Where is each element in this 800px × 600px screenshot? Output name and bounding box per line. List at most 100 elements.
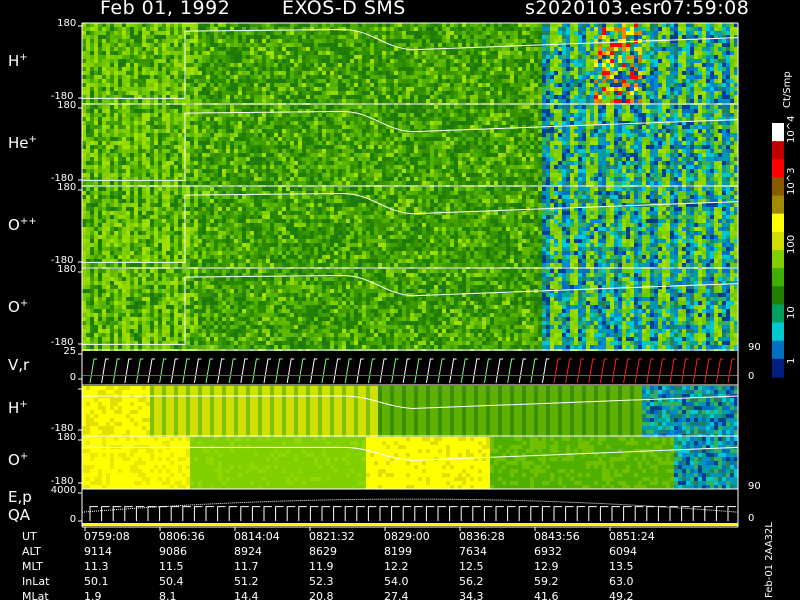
panel-label-base: O	[8, 451, 20, 469]
time-axis-value: 9114	[84, 545, 112, 558]
panel-label-sup: ++	[19, 215, 37, 227]
panel-h-trace	[82, 28, 739, 99]
time-axis-row-ut: UT 0759:08 0806:36 0814:04 0821:32 0829:00 083…	[0, 530, 760, 544]
panel-label-secondary: QA	[8, 506, 31, 524]
time-axis-value: 6094	[609, 545, 637, 558]
panel-label-base: O	[8, 215, 20, 234]
y-tick-top: 180	[57, 264, 77, 275]
y-tick-right: 0	[748, 513, 755, 524]
colorbar-swatch	[772, 141, 784, 160]
time-axis-value: 56.2	[459, 575, 484, 588]
time-axis-row-name: MLT	[22, 560, 43, 573]
colorbar-swatch	[772, 213, 784, 233]
panel-he-image	[82, 105, 739, 189]
panel-h2-trace	[82, 395, 739, 410]
colorbar-tick-label: 100	[786, 234, 797, 254]
time-axis-value: 0836:28	[459, 530, 505, 543]
time-axis-value: 41.6	[534, 590, 559, 600]
panel-label-base: He	[8, 133, 29, 152]
colorbar-tick-label: 10^3	[786, 167, 797, 195]
colorbar-swatch	[772, 250, 784, 269]
panel-label-op: O+	[8, 298, 28, 316]
y-tick-bottom: -180	[50, 91, 74, 102]
y-tick-top: 180	[57, 182, 77, 193]
time-axis-value: 0829:00	[384, 530, 430, 543]
colorbar-unit: Ct/Smp	[782, 71, 793, 108]
y-tick-right: 0	[748, 371, 755, 382]
time-axis-value: 12.2	[384, 560, 409, 573]
panel-h2-image	[82, 386, 739, 438]
header-time: 07:59:08	[660, 0, 750, 19]
time-axis-value: 6932	[534, 545, 562, 558]
y-tick-bottom: -180	[50, 255, 74, 266]
panel-label-h2: H+	[8, 399, 28, 417]
time-axis-row-alt: ALT 9114 9086 8924 8629 8199 7634 6932 6094	[0, 545, 760, 559]
time-axis-value: 0806:36	[159, 530, 205, 543]
colorbar-swatch	[772, 322, 784, 342]
panel-he-trace	[82, 110, 739, 181]
y-tick-bottom: -180	[50, 337, 74, 348]
panel-h-image	[82, 23, 739, 107]
colorbar-swatch	[772, 286, 784, 305]
y-tick-bottom: -180	[50, 173, 74, 184]
time-axis-row-inlat: InLat 50.1 50.4 51.2 52.3 54.0 56.2 59.2 63.0	[0, 575, 760, 589]
time-axis-value: 7634	[459, 545, 487, 558]
y-tick-bottom: -180	[50, 423, 74, 434]
time-axis-row-mlt: MLT 11.3 11.5 11.7 11.9 12.2 12.5 12.9 13.5	[0, 560, 760, 574]
time-axis-value: 0851:24	[609, 530, 655, 543]
colorbar-tick-label: 10^4	[786, 115, 797, 143]
time-axis-row-name: MLat	[22, 590, 49, 600]
colorbar-tick-label: 1	[786, 357, 797, 364]
panel-label-h: H+	[8, 52, 28, 70]
y-tick-bottom: 0	[69, 372, 77, 383]
instrument-title: EXOS-D SMS	[282, 0, 406, 19]
time-axis-value: 14.4	[234, 590, 259, 600]
panel-label-base: O	[8, 297, 20, 316]
colorbar-tick-label: 10	[786, 306, 797, 319]
time-axis-value: 59.2	[534, 575, 559, 588]
panel-ep-lines	[81, 490, 739, 527]
y-tick-top: 25	[63, 346, 77, 357]
panel-op-image	[82, 269, 739, 353]
colorbar-swatch	[772, 159, 784, 178]
time-axis-value: 20.8	[309, 590, 334, 600]
colorbar-swatch	[772, 268, 784, 287]
colorbar-swatch	[772, 231, 784, 251]
time-axis-value: 50.4	[159, 575, 184, 588]
time-axis-value: 0843:56	[534, 530, 580, 543]
colorbar-swatch	[772, 195, 784, 215]
qa-bar	[82, 523, 738, 526]
time-axis-value: 52.3	[309, 575, 334, 588]
y-tick-top: 4000	[50, 485, 77, 496]
panel-opp-image	[82, 187, 739, 271]
time-axis-value: 34.3	[459, 590, 484, 600]
file-name: s2020103.esr	[525, 0, 661, 19]
panel-label-sup: +	[19, 51, 28, 63]
panel-label-sup: +	[28, 133, 37, 145]
footer-tag: Feb-01 2AA32L	[764, 522, 775, 598]
panel-label-he: He+	[8, 134, 37, 152]
panel-label-ep: E,p QA	[8, 488, 32, 524]
panel-label-base: H	[8, 51, 20, 70]
y-tick-right: 90	[748, 342, 761, 353]
time-axis-value: 27.4	[384, 590, 409, 600]
panel-op-trace	[82, 274, 739, 345]
panel-label-base: H	[8, 399, 20, 417]
time-axis-value: 11.7	[234, 560, 259, 573]
panel-opp-trace	[82, 192, 739, 263]
panel-o2-trace	[82, 446, 739, 461]
time-axis-row-name: InLat	[22, 575, 50, 588]
colorbar-swatch	[772, 340, 784, 360]
time-axis-row-mlat: MLat 1.9 8.1 14.4 20.8 27.4 34.3 41.6 49.2	[0, 590, 760, 600]
time-axis-row-name: UT	[22, 530, 37, 543]
date-title: Feb 01, 1992	[100, 0, 231, 19]
y-tick-bottom: -180	[50, 476, 74, 487]
panel-label-sup: +	[19, 399, 28, 410]
colorbar-swatch	[772, 123, 784, 142]
y-tick-bottom: 0	[69, 514, 77, 525]
panel-o2-image	[82, 437, 739, 489]
panel-label-base: E,p	[8, 488, 32, 506]
panel-label-base: V,r	[8, 356, 30, 374]
